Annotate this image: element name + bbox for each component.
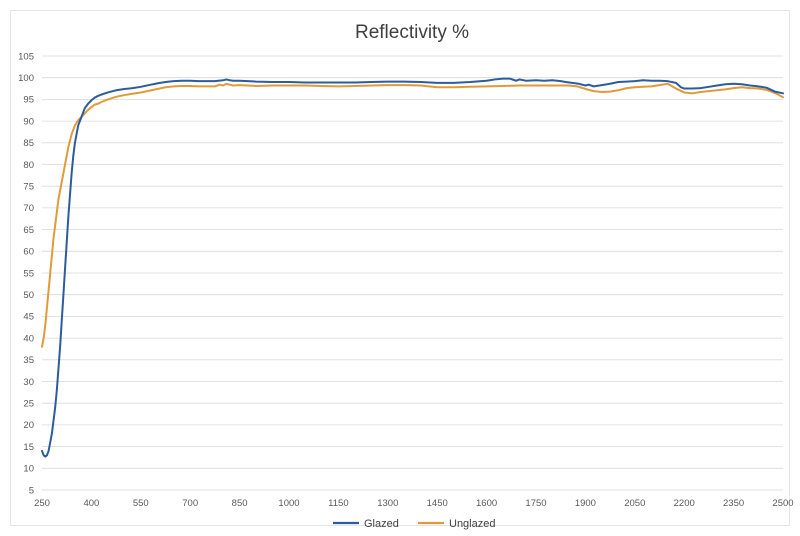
- series-line-unglazed: [41, 82, 784, 348]
- x-tick-label: 1600: [476, 498, 497, 509]
- y-tick-label: 25: [23, 399, 34, 410]
- x-tick-label: 1450: [427, 498, 448, 509]
- x-tick-label: 1150: [328, 498, 348, 509]
- x-tick-label: 2350: [723, 498, 744, 509]
- x-tick-label: 1000: [278, 498, 299, 509]
- y-tick-label: 85: [23, 138, 34, 149]
- chart-title: Reflectivity %: [355, 22, 469, 43]
- y-tick-label: 45: [23, 312, 34, 323]
- y-tick-label: 5: [29, 485, 34, 496]
- x-tick-label: 850: [232, 498, 248, 509]
- x-tick-label: 400: [83, 498, 99, 509]
- x-tick-label: 2050: [624, 498, 645, 509]
- y-tick-label: 75: [23, 182, 34, 193]
- x-tick-label: 250: [34, 498, 50, 509]
- x-tick-label: 1300: [377, 498, 398, 509]
- series-lines: [41, 77, 784, 458]
- chart-frame: [10, 10, 790, 526]
- y-axis-tick-labels: 5 10 15 20 25 30 35 40 45 50 55 60 65 70 75 80 85 90 95 100…: [18, 51, 34, 496]
- y-tick-label: 35: [23, 355, 34, 366]
- x-axis-tick-labels: 250 400 550 700 850 1000 1150 1300 1450 1600 1750 1…: [34, 498, 794, 509]
- x-tick-label: 2200: [674, 498, 695, 509]
- series-line-glazed: [41, 77, 784, 458]
- y-tick-label: 30: [23, 377, 34, 388]
- gridlines: [42, 55, 783, 491]
- x-tick-label: 700: [182, 498, 198, 509]
- legend: Glazed Unglazed: [333, 518, 495, 530]
- x-tick-label: 550: [133, 498, 149, 509]
- y-tick-label: 50: [23, 290, 34, 301]
- y-tick-label: 90: [23, 116, 34, 127]
- y-tick-label: 60: [23, 247, 34, 258]
- y-tick-label: 70: [23, 203, 34, 214]
- y-tick-label: 95: [23, 95, 34, 106]
- y-tick-label: 100: [18, 73, 34, 84]
- y-tick-label: 40: [23, 333, 34, 344]
- y-tick-label: 15: [23, 442, 34, 453]
- y-tick-label: 10: [23, 464, 34, 475]
- x-tick-label: 2500: [772, 498, 793, 509]
- y-tick-label: 65: [23, 225, 34, 236]
- y-tick-label: 55: [23, 268, 34, 279]
- x-tick-label: 1750: [525, 498, 546, 509]
- x-tick-label: 1900: [575, 498, 596, 509]
- legend-label-unglazed: Unglazed: [449, 518, 495, 530]
- y-tick-label: 20: [23, 420, 34, 431]
- legend-label-glazed: Glazed: [364, 518, 399, 530]
- y-tick-label: 80: [23, 160, 34, 171]
- y-tick-label: 105: [18, 51, 34, 62]
